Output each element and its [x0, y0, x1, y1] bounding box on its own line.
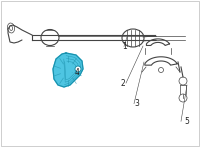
Text: 4: 4	[75, 68, 79, 77]
Polygon shape	[73, 63, 84, 77]
Text: 1: 1	[123, 42, 127, 51]
Polygon shape	[53, 53, 83, 87]
Text: 5: 5	[185, 117, 189, 126]
Text: 3: 3	[135, 99, 139, 108]
Circle shape	[75, 66, 81, 72]
Text: 2: 2	[121, 78, 125, 88]
